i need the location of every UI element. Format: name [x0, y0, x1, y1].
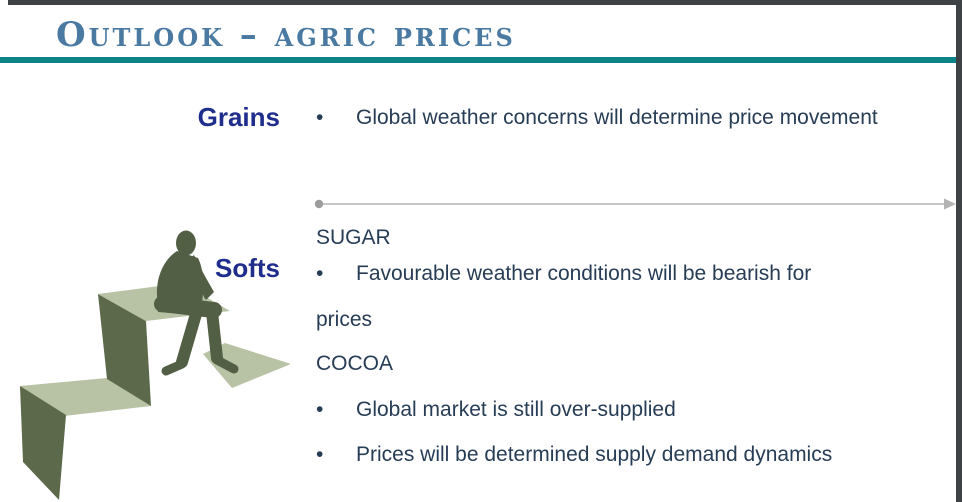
sugar-bullet-row: • Favourable weather conditions will be … — [316, 260, 811, 287]
sugar-bullet-text: Favourable weather conditions will be be… — [356, 262, 812, 285]
window-top-edge — [8, 0, 956, 5]
bullet-icon: • — [316, 443, 324, 466]
cocoa-bullet-row-2: • Prices will be determined supply deman… — [316, 441, 832, 468]
cocoa-bullet-row-1: • Global market is still over-supplied — [316, 396, 676, 423]
page-title: Outlook – agric prices — [56, 15, 516, 55]
cocoa-bullet-text-2: Prices will be determined supply demand … — [356, 443, 833, 466]
window-right-edge — [956, 0, 962, 502]
cocoa-bullet-text-1: Global market is still over-supplied — [356, 398, 676, 421]
bullet-icon: • — [316, 262, 324, 285]
sugar-heading: SUGAR — [316, 226, 391, 249]
title-underline-rule — [0, 57, 956, 63]
cocoa-heading: COCOA — [316, 352, 394, 375]
sitting-man-steps-illustration — [10, 222, 291, 502]
grains-bullet-text: Global weather concerns will determine p… — [356, 106, 878, 129]
sugar-bullet-text-wrap: prices — [316, 308, 373, 331]
bullet-icon: • — [316, 106, 324, 129]
bullet-icon: • — [316, 398, 324, 421]
section-label-grains: Grains — [197, 102, 280, 132]
section-label-softs: Softs — [215, 253, 280, 283]
section-divider — [312, 196, 960, 212]
grains-bullet-row: • Global weather concerns will determine… — [316, 104, 878, 131]
steps-figure-icon — [20, 230, 291, 500]
right-arrow-icon — [314, 198, 956, 210]
